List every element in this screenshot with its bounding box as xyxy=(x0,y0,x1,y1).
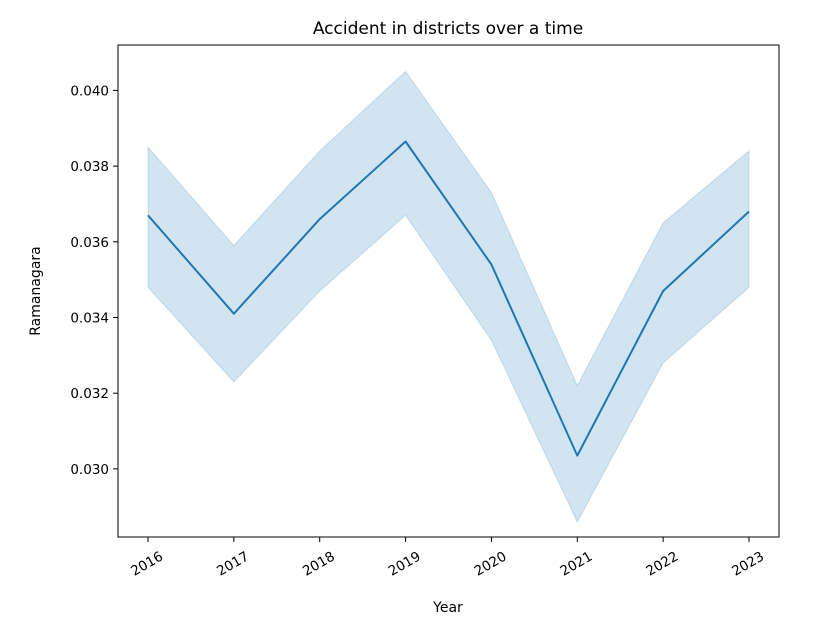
chart-title: Accident in districts over a time xyxy=(313,19,583,39)
x-tick-label: 2017 xyxy=(214,549,252,580)
x-axis-label: Year xyxy=(432,600,463,616)
x-tick-label: 2016 xyxy=(128,549,166,580)
x-tick-label: 2018 xyxy=(300,549,338,580)
series-line xyxy=(147,140,750,457)
confidence-band xyxy=(147,70,750,523)
y-tick-label: 0.032 xyxy=(70,386,109,402)
y-tick-label: 0.030 xyxy=(70,462,109,478)
x-tick-label: 2021 xyxy=(558,549,596,580)
x-axis: 2016 2017 2018 2019 2020 2021 2022 2023 xyxy=(128,537,767,580)
x-tick-label: 2023 xyxy=(729,549,767,580)
plot-area xyxy=(117,44,780,538)
y-axis: 0.030 0.032 0.034 0.036 0.038 0.040 xyxy=(70,83,118,478)
y-axis-label: Ramanagara xyxy=(28,246,44,335)
y-tick-label: 0.036 xyxy=(70,235,109,251)
y-tick-label: 0.038 xyxy=(70,159,109,175)
plot-frame xyxy=(117,44,780,538)
x-tick-label: 2020 xyxy=(472,549,510,580)
y-tick-label: 0.040 xyxy=(70,83,109,99)
x-tick-label: 2022 xyxy=(643,549,681,580)
x-tick-label: 2019 xyxy=(386,549,424,580)
y-tick-label: 0.034 xyxy=(70,310,109,326)
